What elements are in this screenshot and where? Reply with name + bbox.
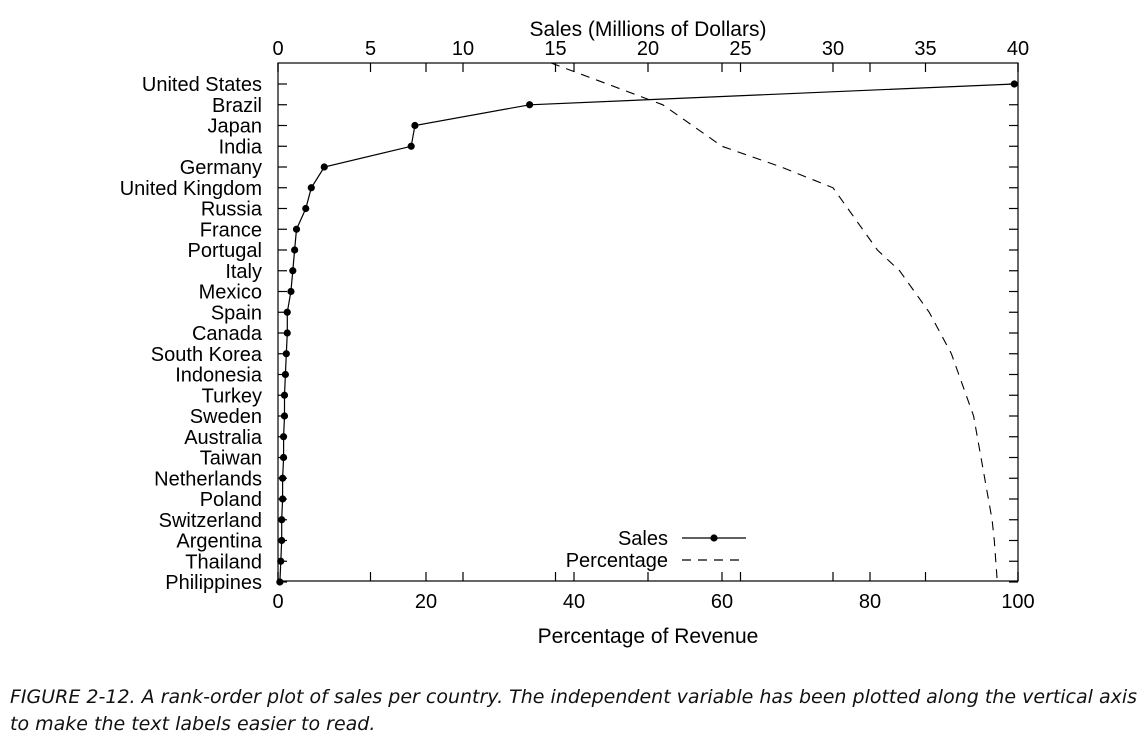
legend-marker-sales <box>710 534 718 542</box>
sales-point <box>279 474 287 482</box>
sales-point <box>283 329 291 337</box>
category-label: Philippines <box>165 572 262 594</box>
sales-line <box>279 83 1015 583</box>
sales-point <box>279 495 287 503</box>
category-label: Turkey <box>202 385 262 407</box>
category-label: Australia <box>184 427 263 449</box>
top-axis-tick-label: 35 <box>914 38 936 60</box>
sales-point <box>411 121 419 130</box>
top-axis-tick-label: 40 <box>1007 38 1029 60</box>
category-label: United States <box>142 74 262 96</box>
category-label: Brazil <box>212 95 262 117</box>
category-label: United Kingdom <box>120 178 262 200</box>
category-label: Japan <box>208 116 263 138</box>
sales-point <box>281 370 289 379</box>
category-label: Indonesia <box>175 365 263 387</box>
category-label: Netherlands <box>154 468 262 490</box>
sales-point <box>279 433 288 441</box>
series-layer <box>276 63 1018 586</box>
legend: Sales Percentage <box>566 528 746 572</box>
sales-point <box>292 225 301 233</box>
bottom-axis-tick-label: 80 <box>859 591 881 613</box>
percentage-line <box>550 63 998 581</box>
top-axis-tick-label: 30 <box>822 38 844 60</box>
top-axis-tick-label: 5 <box>365 38 376 60</box>
legend-label-sales: Sales <box>618 528 668 550</box>
sales-point <box>526 101 534 109</box>
bottom-axis-tick-label: 100 <box>1001 591 1034 613</box>
sales-point <box>282 350 290 358</box>
axes-layer: 0 5 10 15 20 25 30 35 40 0 20 40 60 80 100 United State… <box>120 38 1035 613</box>
category-label: Italy <box>225 261 262 283</box>
bottom-axis-tick-label: 0 <box>272 591 283 613</box>
sales-point <box>287 287 295 296</box>
sales-point <box>307 184 315 192</box>
sales-point <box>320 163 328 171</box>
sales-point <box>1010 80 1018 88</box>
plot-frame <box>277 62 1019 582</box>
sales-point <box>283 308 291 316</box>
top-axis-tick-label: 0 <box>272 38 283 60</box>
sales-point <box>278 516 286 524</box>
category-label: South Korea <box>151 344 263 366</box>
sales-point <box>291 246 299 254</box>
figure-caption: FIGURE 2-12. A rank-order plot of sales … <box>10 686 1138 735</box>
legend-label-percentage: Percentage <box>566 550 668 572</box>
sales-point <box>280 391 289 399</box>
category-label: India <box>219 136 263 158</box>
bottom-axis-title: Percentage of Revenue <box>538 625 759 648</box>
rank-order-chart: 0 5 10 15 20 25 30 35 40 0 20 40 60 80 100 United State… <box>120 18 1035 648</box>
bottom-axis-tick-label: 40 <box>563 591 585 613</box>
category-label: Canada <box>192 323 263 345</box>
category-label: France <box>200 219 262 241</box>
top-axis-title: Sales (Millions of Dollars) <box>530 18 767 41</box>
category-label: Mexico <box>199 282 262 304</box>
category-label: Switzerland <box>159 510 262 532</box>
sales-point <box>278 536 286 545</box>
top-axis-tick-label: 20 <box>637 38 659 60</box>
sales-point <box>289 267 297 275</box>
category-label: Thailand <box>185 551 262 573</box>
sales-point <box>279 453 288 462</box>
sales-point <box>407 142 415 150</box>
top-axis-tick-label: 10 <box>452 38 474 60</box>
top-axis-tick-label: 25 <box>729 38 751 60</box>
sales-point <box>276 578 284 586</box>
top-axis-tick-label: 15 <box>544 38 566 60</box>
category-label: Sweden <box>190 406 262 428</box>
bottom-axis-tick-label: 20 <box>415 591 437 613</box>
category-label: Spain <box>211 302 262 324</box>
sales-point <box>277 557 285 565</box>
category-label: Taiwan <box>200 448 262 470</box>
category-label: Argentina <box>176 531 262 553</box>
category-label: Russia <box>201 199 263 221</box>
category-label: Germany <box>180 157 262 179</box>
category-label: Portugal <box>188 240 263 262</box>
sales-point <box>280 412 289 420</box>
sales-point <box>302 204 310 213</box>
category-label: Poland <box>200 489 262 511</box>
bottom-axis-tick-label: 60 <box>711 591 733 613</box>
